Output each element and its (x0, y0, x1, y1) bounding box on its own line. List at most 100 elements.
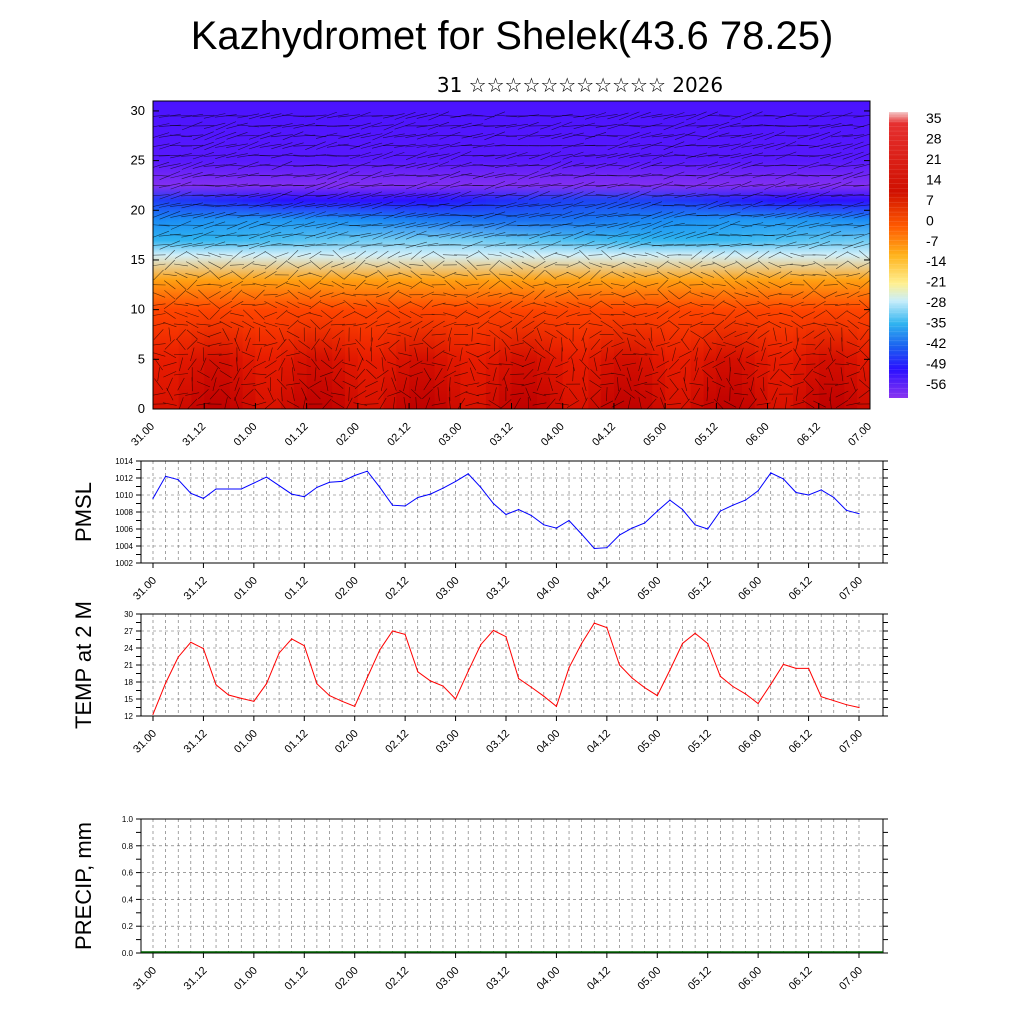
wind-barb (348, 387, 350, 402)
wind-barb (543, 393, 558, 396)
wind-barb (431, 294, 446, 296)
wind-barb (641, 211, 662, 220)
wind-barb (551, 161, 573, 171)
wind-barb (179, 357, 183, 372)
data-point (177, 656, 179, 658)
wind-barb (186, 339, 198, 350)
wind-barb (510, 293, 525, 297)
data-point (316, 683, 318, 685)
wind-barb (204, 241, 226, 249)
x-tick-label: 03.00 (434, 965, 462, 993)
data-point (391, 504, 394, 506)
wind-barb (153, 392, 166, 396)
wind-barb (198, 389, 209, 400)
wind-barb (298, 379, 310, 390)
wind-barb (506, 184, 529, 186)
wind-barb (846, 310, 860, 319)
wind-barb (690, 271, 703, 279)
wind-barb (595, 134, 618, 137)
wind-barb (414, 347, 419, 362)
wind-barb (219, 281, 233, 288)
wind-barb (756, 363, 771, 366)
wind-barb (237, 212, 260, 218)
x-tick-label: 07.00 (837, 575, 865, 603)
wind-barb (611, 252, 625, 258)
wind-barb (443, 292, 457, 297)
wind-barb (724, 309, 736, 320)
wind-barb (599, 382, 614, 386)
data-point (152, 713, 154, 715)
wind-barb (521, 382, 536, 387)
wind-barb (315, 244, 338, 246)
wind-barb (701, 329, 714, 339)
wind-barb (584, 234, 607, 236)
wind-barb (779, 251, 793, 259)
wind-barb (669, 388, 679, 400)
wind-barb (286, 311, 300, 318)
x-tick-label: 01.00 (232, 421, 260, 449)
wind-barb (573, 181, 595, 190)
wind-barb (756, 271, 771, 278)
wind-barb (506, 202, 528, 208)
y-tick-label: 0.2 (122, 922, 134, 931)
wind-barb (808, 222, 831, 229)
wind-barb (714, 328, 724, 341)
wind-barb (584, 163, 607, 169)
wind-barb (556, 310, 568, 319)
wind-barb (813, 371, 827, 378)
wind-barb (298, 350, 311, 359)
wind-barb (314, 347, 317, 362)
wind-barb (718, 184, 741, 187)
wind-barb (831, 181, 853, 190)
wind-barb (242, 389, 254, 400)
wind-barb (551, 222, 573, 228)
wind-barb (338, 213, 360, 218)
wind-barb (403, 377, 407, 392)
wind-barb (652, 231, 674, 239)
wind-barb (678, 272, 692, 278)
wind-barb (360, 223, 383, 228)
wind-barb (779, 341, 793, 348)
wind-barb (472, 154, 495, 157)
wind-barb (517, 131, 539, 141)
wind-barb (548, 377, 553, 391)
heatmap-cell (575, 101, 589, 409)
colorbar-label: 0 (926, 212, 934, 228)
wind-barb (840, 367, 844, 382)
wind-barb (319, 292, 334, 298)
wind-barb (492, 387, 497, 401)
wind-barb (786, 174, 809, 177)
colorbar-label: -21 (926, 274, 946, 290)
wind-barb (192, 141, 214, 150)
wind-barb (287, 249, 299, 261)
wind-barb (607, 122, 629, 130)
wind-barb (281, 387, 283, 402)
wind-barb (622, 311, 636, 318)
wind-barb (214, 203, 237, 208)
wind-barb (618, 174, 641, 177)
wind-barb (629, 125, 652, 127)
data-point (152, 497, 154, 499)
wind-barb (450, 201, 472, 210)
wind-barb (405, 222, 427, 229)
wind-barb (534, 249, 545, 261)
wind-barb (697, 200, 718, 210)
wind-barb (618, 143, 640, 149)
wind-barb (622, 332, 636, 337)
wind-barb (371, 124, 394, 128)
wind-barb (443, 321, 457, 328)
wind-barb (685, 244, 708, 247)
wind-barb (170, 243, 192, 248)
wind-barb (437, 387, 440, 402)
heatmap-cell (729, 101, 743, 409)
wind-barb (459, 347, 463, 362)
wind-barb (700, 292, 715, 297)
wind-barb (719, 122, 741, 129)
wind-barb (510, 392, 525, 396)
wind-barb (853, 232, 870, 240)
wind-barb (763, 164, 786, 167)
wind-barb (439, 151, 461, 160)
wind-barb (522, 269, 534, 280)
wind-barb (308, 312, 323, 317)
